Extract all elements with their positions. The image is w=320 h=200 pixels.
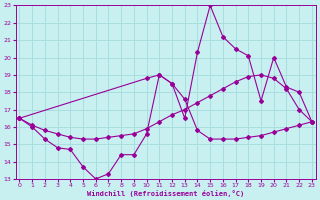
X-axis label: Windchill (Refroidissement éolien,°C): Windchill (Refroidissement éolien,°C)	[87, 190, 244, 197]
